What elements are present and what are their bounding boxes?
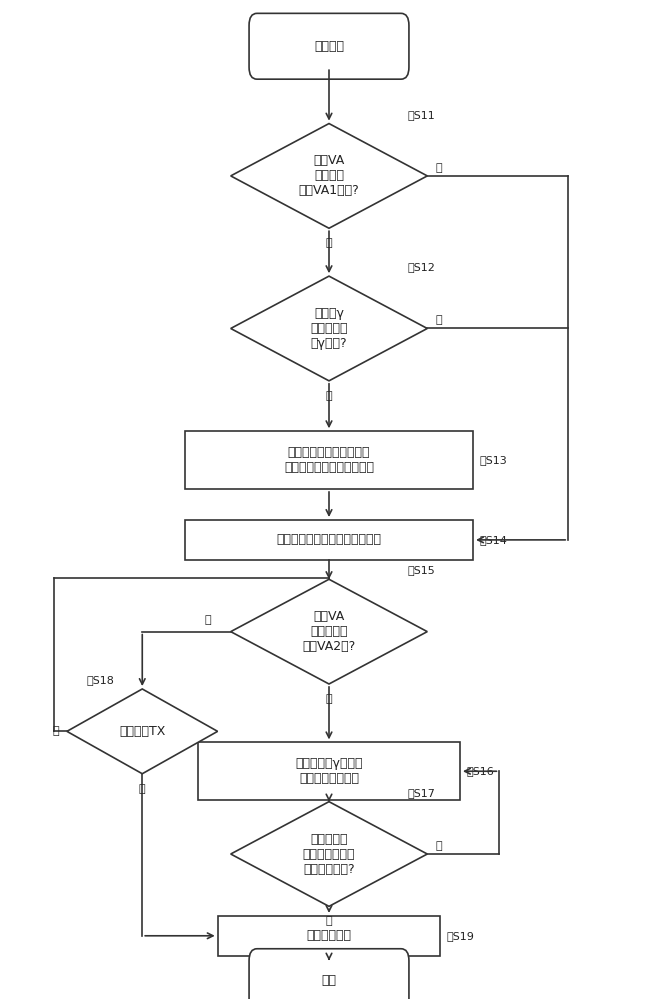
Text: 否: 否	[435, 841, 442, 851]
Text: 将此时的变速状态存储在
存储部中、并许可自动控制: 将此时的变速状态存储在 存储部中、并许可自动控制	[284, 446, 374, 474]
FancyBboxPatch shape	[249, 13, 409, 79]
Text: 是: 是	[139, 784, 145, 794]
Text: 否: 否	[435, 163, 442, 173]
Text: ～S19: ～S19	[447, 931, 475, 941]
Text: 禁止自动控制: 禁止自动控制	[307, 929, 351, 942]
Polygon shape	[231, 276, 427, 381]
Text: ～S12: ～S12	[407, 262, 436, 272]
Bar	[198, 742, 460, 800]
Text: 是: 是	[326, 391, 332, 401]
Text: ～S17: ～S17	[407, 788, 436, 798]
Text: 结束: 结束	[322, 974, 336, 987]
Text: 以使变速比γ变大的
方式控制变速状态: 以使变速比γ变大的 方式控制变速状态	[295, 757, 363, 785]
Text: 速度VA
变为比第二
速度VA2大?: 速度VA 变为比第二 速度VA2大?	[303, 610, 355, 653]
Text: ～S11: ～S11	[407, 110, 436, 120]
Text: 变速比γ
比第一变速
比γ１大?: 变速比γ 比第一变速 比γ１大?	[311, 307, 347, 350]
Text: ～S14: ～S14	[480, 535, 507, 545]
Text: 是: 是	[326, 694, 332, 704]
Text: 变速处理: 变速处理	[314, 40, 344, 53]
Text: 经过时间TX: 经过时间TX	[119, 725, 165, 738]
Bar	[218, 916, 440, 956]
Text: ～S18: ～S18	[87, 675, 114, 685]
Polygon shape	[67, 689, 218, 774]
Text: 是: 是	[326, 916, 332, 926]
Text: ～S15: ～S15	[407, 565, 436, 575]
Text: 变速状态与
存储部所存储的
变速状态一致?: 变速状态与 存储部所存储的 变速状态一致?	[303, 833, 355, 876]
Text: ～S13: ～S13	[480, 455, 507, 465]
Text: 速度VA
变为第一
速度VA1以下?: 速度VA 变为第一 速度VA1以下?	[299, 154, 359, 197]
Text: ～S16: ～S16	[467, 766, 494, 776]
Text: 否: 否	[435, 316, 442, 326]
Text: 否: 否	[53, 726, 59, 736]
Polygon shape	[231, 579, 427, 684]
Bar	[185, 431, 473, 489]
Text: 否: 否	[205, 615, 211, 625]
Bar	[185, 520, 473, 560]
Polygon shape	[231, 124, 427, 228]
Text: 将变速状态控制为第一变速状态: 将变速状态控制为第一变速状态	[276, 533, 382, 546]
Polygon shape	[231, 802, 427, 906]
Text: 是: 是	[326, 238, 332, 248]
FancyBboxPatch shape	[249, 949, 409, 1000]
